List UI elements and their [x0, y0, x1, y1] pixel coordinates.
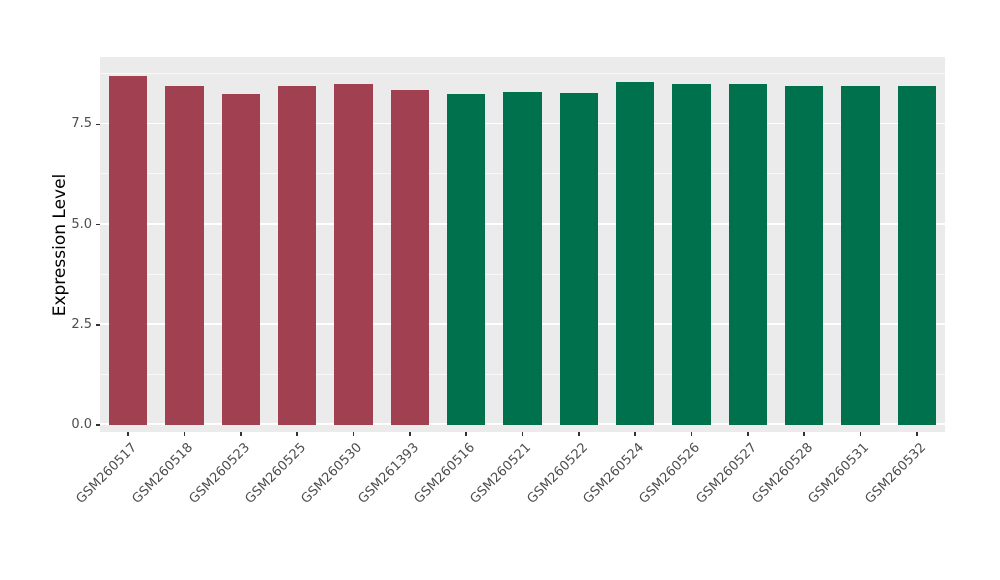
bar-GSM260528 — [785, 86, 824, 425]
y-tick-label: 5.0 — [71, 216, 92, 232]
x-axis-tick — [747, 432, 749, 436]
bar-GSM260525 — [278, 86, 317, 425]
x-tick-label: GSM260532 — [862, 440, 929, 507]
x-axis-tick — [521, 432, 524, 436]
gridline-minor — [100, 73, 945, 75]
y-tick-label: 2.5 — [71, 316, 92, 332]
x-axis-tick — [296, 432, 298, 436]
y-axis-tick — [96, 324, 100, 326]
bar-GSM260524 — [616, 82, 655, 425]
bar-GSM260518 — [165, 86, 204, 425]
x-axis-tick — [690, 432, 693, 436]
bar-GSM260531 — [841, 86, 880, 425]
x-axis-tick — [127, 432, 129, 436]
x-axis-tick — [240, 432, 242, 436]
y-axis-tick — [96, 424, 100, 426]
x-axis-tick — [634, 432, 636, 436]
bar-GSM260532 — [897, 86, 936, 425]
bar-GSM260527 — [728, 84, 767, 425]
x-axis-tick — [183, 432, 186, 436]
x-axis-tick — [465, 432, 467, 436]
plot-panel — [100, 57, 945, 432]
bar-GSM260526 — [672, 84, 711, 425]
bar-GSM260516 — [447, 94, 486, 425]
y-axis-tick — [96, 123, 100, 125]
x-axis-tick — [916, 432, 918, 436]
y-axis-tick — [96, 223, 100, 226]
bar-GSM260530 — [334, 84, 373, 425]
bar-GSM260522 — [559, 92, 598, 425]
y-tick-label: 0.0 — [71, 417, 92, 432]
y-axis-title: Expression Level — [50, 173, 70, 316]
x-axis-tick — [578, 432, 580, 436]
x-axis-tick — [803, 432, 805, 436]
x-axis-tick — [352, 432, 355, 436]
bar-GSM261393 — [390, 90, 429, 425]
x-axis-tick — [409, 432, 411, 436]
bar-GSM260517 — [109, 76, 148, 425]
x-axis-tick — [859, 432, 862, 436]
y-tick-label: 7.5 — [71, 116, 92, 132]
bar-GSM260523 — [221, 94, 260, 425]
bar-GSM260521 — [503, 92, 542, 425]
